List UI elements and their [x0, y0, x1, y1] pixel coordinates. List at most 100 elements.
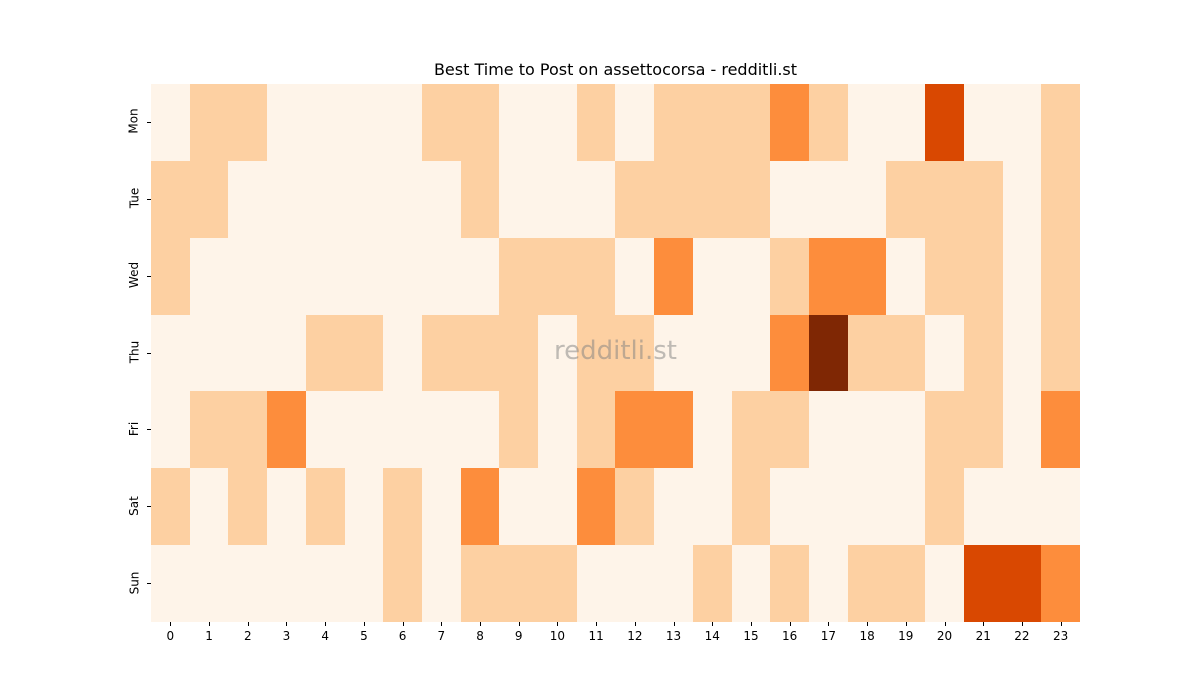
heatmap-cell — [460, 237, 500, 315]
heatmap-cell — [731, 160, 771, 238]
heatmap-cell — [654, 314, 693, 392]
heatmap-cell — [847, 314, 887, 392]
heatmap-cell — [576, 545, 616, 622]
heatmap-cell — [189, 84, 229, 161]
heatmap-cell — [963, 237, 1003, 315]
heatmap-cell — [151, 545, 190, 622]
heatmap-cell — [886, 84, 926, 161]
x-tick-mark — [712, 622, 714, 626]
heatmap-cell — [847, 160, 887, 238]
x-tick-text: 18 — [859, 629, 875, 643]
heatmap-cell — [267, 84, 306, 161]
heatmap-cell — [654, 84, 693, 161]
heatmap-cell — [383, 237, 422, 315]
x-tick-mark — [286, 622, 288, 626]
y-tick-text: Fri — [126, 421, 141, 436]
x-tick-text: 8 — [476, 629, 484, 643]
heatmap-cell — [963, 545, 1003, 622]
heatmap-cell — [151, 160, 190, 238]
heatmap-cell — [189, 237, 229, 315]
heatmap-cell — [925, 314, 964, 392]
heatmap-cell — [228, 468, 268, 546]
heatmap-cell — [925, 160, 964, 238]
heatmap-cell — [305, 391, 345, 469]
y-tick-mark — [147, 583, 151, 585]
heatmap-cell — [692, 84, 732, 161]
heatmap-cell — [344, 314, 384, 392]
heatmap-cell — [151, 391, 190, 469]
heatmap-cell — [615, 160, 655, 238]
heatmap-cell — [731, 84, 771, 161]
heatmap-cell — [499, 160, 539, 238]
heatmap-cell — [421, 160, 461, 238]
heatmap-cell — [1002, 84, 1042, 161]
x-tick-mark — [1021, 622, 1023, 626]
x-tick-text: 16 — [782, 629, 798, 643]
heatmap-cell — [267, 314, 306, 392]
heatmap-cell — [421, 468, 461, 546]
heatmap-cell — [344, 391, 384, 469]
heatmap-cell — [460, 468, 500, 546]
heatmap-cell — [460, 160, 500, 238]
heatmap-cell — [1041, 391, 1080, 469]
heatmap-cell — [886, 237, 926, 315]
heatmap-cell — [847, 468, 887, 546]
heatmap-cell — [770, 314, 810, 392]
x-tick-text: 15 — [743, 629, 759, 643]
heatmap-cell — [1041, 237, 1080, 315]
heatmap-cell — [267, 468, 306, 546]
x-tick-text: 20 — [936, 629, 953, 643]
heatmap-cell — [1041, 314, 1080, 392]
heatmap-cell — [1002, 545, 1042, 622]
y-tick-text: Sun — [127, 571, 142, 594]
heatmap-cell — [228, 237, 268, 315]
heatmap-cell — [189, 160, 229, 238]
heatmap-cell — [151, 314, 190, 392]
x-tick-text: 10 — [549, 629, 566, 643]
heatmap-cell — [267, 160, 306, 238]
heatmap-cell — [692, 160, 732, 238]
heatmap-cell — [615, 545, 655, 622]
heatmap-cell — [1002, 160, 1042, 238]
x-tick-text: 14 — [704, 629, 720, 643]
heatmap-cell — [654, 160, 693, 238]
heatmap-cell — [576, 314, 616, 392]
heatmap-cell — [344, 160, 384, 238]
heatmap-cell — [1002, 314, 1042, 392]
heatmap-cell — [305, 237, 345, 315]
x-tick-mark — [247, 622, 249, 626]
heatmap-cell — [305, 84, 345, 161]
x-tick-mark — [634, 622, 636, 626]
x-tick-mark — [1060, 622, 1062, 626]
heatmap-cell — [925, 391, 964, 469]
heatmap-cell — [731, 468, 771, 546]
x-tick-text: 4 — [321, 629, 329, 643]
heatmap-cell — [654, 468, 693, 546]
x-tick-text: 23 — [1053, 629, 1069, 643]
y-tick-text: Sat — [127, 495, 142, 516]
x-tick-mark — [441, 622, 443, 626]
heatmap-cell — [421, 237, 461, 315]
heatmap-cell — [344, 237, 384, 315]
heatmap-cell — [654, 391, 693, 469]
x-tick-text: 1 — [205, 629, 213, 643]
x-tick-mark — [983, 622, 985, 626]
x-tick-mark — [325, 622, 327, 626]
heatmap-cell — [886, 545, 926, 622]
x-tick-mark — [518, 622, 520, 626]
heatmap-cell — [189, 545, 229, 622]
x-tick-mark — [828, 622, 830, 626]
x-tick-mark — [944, 622, 946, 626]
heatmap-cell — [615, 314, 655, 392]
y-tick-text: Tue — [127, 188, 142, 209]
chart-title: Best Time to Post on assettocorsa - redd… — [433, 60, 798, 79]
heatmap-cell — [460, 391, 500, 469]
heatmap-cell — [189, 314, 229, 392]
heatmap-cell — [770, 391, 810, 469]
heatmap-cell — [1002, 391, 1042, 469]
heatmap-cell — [1041, 84, 1080, 161]
heatmap-cell — [886, 391, 926, 469]
heatmap-cell — [499, 84, 539, 161]
heatmap-cell — [305, 314, 345, 392]
heatmap-cell — [383, 314, 422, 392]
